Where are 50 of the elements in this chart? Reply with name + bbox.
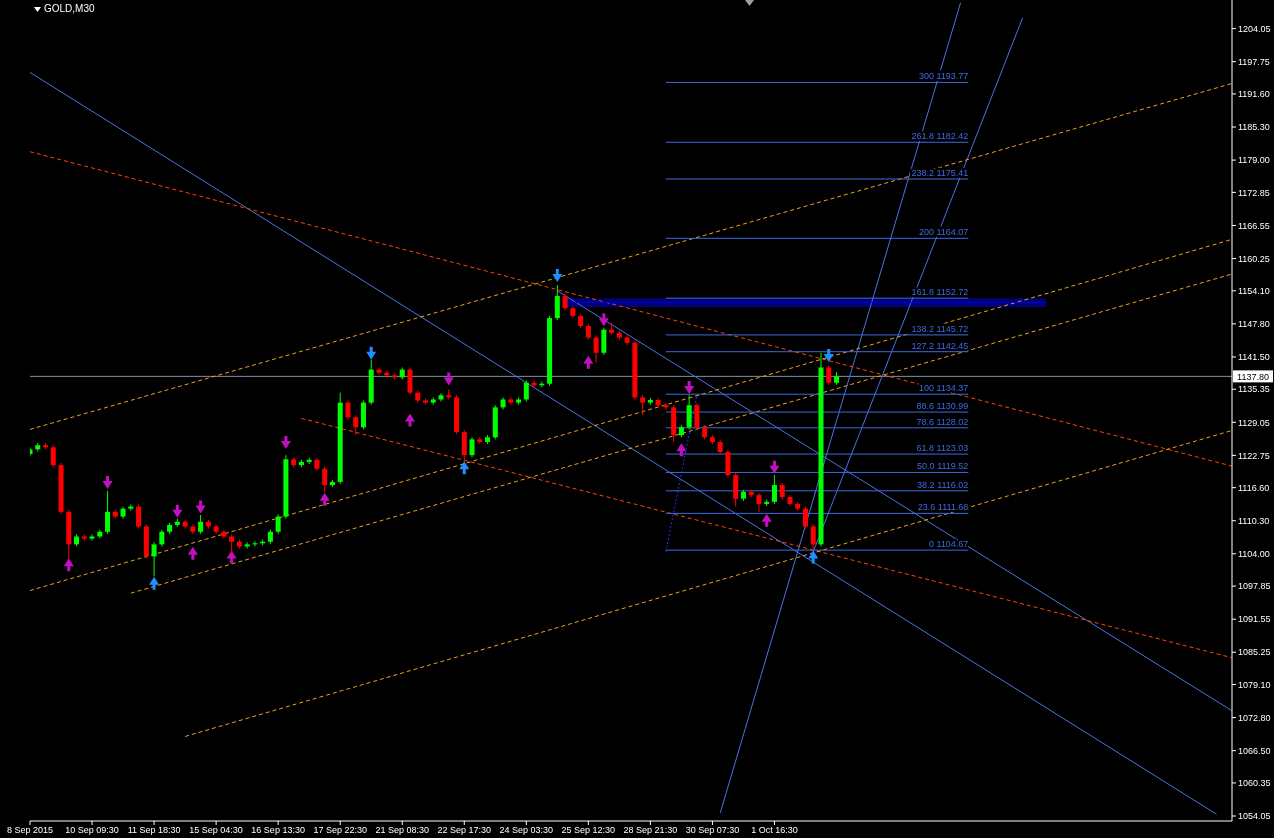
x-tick-label: 16 Sep 13:30 (251, 825, 305, 836)
y-tick-label: 1141.50 (1238, 352, 1270, 363)
y-tick-label: 1179.00 (1238, 155, 1270, 166)
series-label: 23.6 1111.68 (917, 502, 969, 513)
series-label: 100 1134.37 (918, 383, 969, 394)
y-tick-label: 1085.25 (1238, 647, 1271, 658)
y-tick-label: 1185.30 (1238, 122, 1270, 133)
series-label: 50.0 1119.52 (917, 461, 969, 472)
x-tick-label: 24 Sep 03:30 (499, 825, 554, 836)
series-label: 127.2 1142.45 (911, 340, 969, 351)
y-tick-label: 1072.80 (1238, 712, 1271, 723)
y-tick-label: 1197.75 (1238, 56, 1270, 67)
x-tick-label: 17 Sep 22:30 (313, 825, 367, 836)
y-tick-label: 1122.75 (1238, 450, 1270, 461)
x-tick-label: 22 Sep 17:30 (437, 825, 492, 836)
series-label: 88.6 1130.99 (916, 401, 969, 412)
y-tick-label: 1097.85 (1238, 581, 1271, 592)
series-label: 61.8 1123.03 (916, 443, 969, 454)
y-tick-label: 1154.10 (1238, 286, 1270, 297)
y-tick-label: 1079.10 (1238, 679, 1271, 690)
y-tick-label: 1147.80 (1238, 319, 1270, 330)
y-tick-label: 1204.05 (1238, 23, 1271, 34)
y-tick-label: 1060.35 (1238, 778, 1271, 789)
y-tick-label: 1054.05 (1238, 811, 1271, 822)
x-tick-label: 1 Oct 16:30 (751, 825, 798, 836)
x-tick-label: 28 Sep 21:30 (623, 825, 678, 836)
y-tick-label: 1110.30 (1238, 515, 1270, 526)
y-tick-label: 1166.55 (1238, 220, 1270, 231)
series-label: 200 1164.07 (918, 227, 969, 238)
chart-title: GOLD,M30 (44, 3, 95, 14)
series-label: 78.6 1128.02 (916, 416, 969, 427)
y-tick-label: 1116.60 (1238, 482, 1270, 493)
y-tick-label: 1191.60 (1238, 89, 1270, 100)
y-tick-label: 1172.85 (1238, 187, 1270, 198)
ref-line-label: 1137.80 (1237, 371, 1269, 382)
x-tick-label: 8 Sep 2015 (6, 825, 54, 836)
x-tick-label: 10 Sep 09:30 (65, 825, 119, 836)
x-tick-label: 11 Sep 18:30 (127, 825, 181, 836)
y-tick-label: 1066.50 (1238, 745, 1271, 756)
x-tick-label: 15 Sep 04:30 (189, 825, 243, 836)
y-tick-label: 1091.55 (1238, 614, 1271, 625)
y-tick-label: 1135.35 (1238, 384, 1270, 395)
x-tick-label: 21 Sep 08:30 (375, 825, 430, 836)
series-label: 300 1193.77 (918, 71, 969, 82)
y-tick-label: 1160.25 (1238, 253, 1270, 264)
x-tick-label: 25 Sep 12:30 (561, 825, 616, 836)
series-label: 38.2 1116.02 (917, 479, 969, 490)
y-tick-label: 1129.05 (1238, 417, 1270, 428)
y-tick-label: 1104.00 (1238, 549, 1270, 559)
x-tick-label: 30 Sep 07:30 (685, 825, 740, 836)
